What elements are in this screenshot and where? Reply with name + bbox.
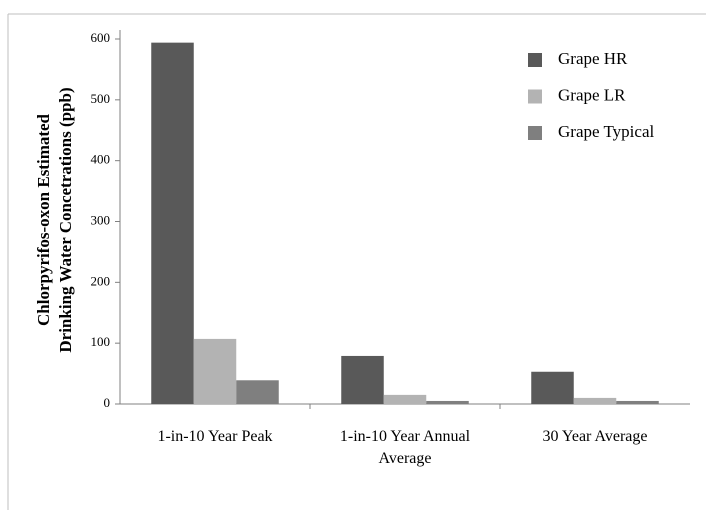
y-tick-label: 600 bbox=[91, 30, 111, 45]
y-axis-label: Chlorpyrifos-oxon Estimated bbox=[34, 113, 53, 326]
y-tick-label: 0 bbox=[104, 395, 111, 410]
legend-label: Grape Typical bbox=[558, 122, 654, 141]
y-axis-label: Drinking Water Concetrations (ppb) bbox=[56, 87, 75, 352]
bar bbox=[573, 397, 617, 404]
x-tick-label: 1-in-10 Year Peak bbox=[157, 428, 273, 445]
y-tick-label: 400 bbox=[91, 152, 111, 167]
bar bbox=[193, 338, 237, 404]
bar bbox=[341, 355, 384, 404]
bar bbox=[236, 380, 279, 404]
y-tick-label: 300 bbox=[91, 212, 111, 227]
y-tick-label: 200 bbox=[91, 273, 111, 288]
bar bbox=[531, 371, 574, 404]
x-tick-label: 30 Year Average bbox=[542, 428, 648, 445]
bar bbox=[383, 394, 427, 404]
legend-swatch bbox=[528, 53, 542, 67]
legend-label: Grape LR bbox=[558, 85, 626, 104]
bar bbox=[616, 400, 659, 404]
y-tick-label: 500 bbox=[91, 91, 111, 106]
legend-label: Grape HR bbox=[558, 49, 628, 68]
bar bbox=[426, 400, 469, 404]
legend-swatch bbox=[528, 126, 542, 140]
bar bbox=[151, 42, 194, 405]
legend-swatch bbox=[528, 89, 542, 104]
x-tick-label: 1-in-10 Year Annual Average bbox=[339, 428, 471, 467]
y-tick-label: 100 bbox=[91, 334, 111, 349]
